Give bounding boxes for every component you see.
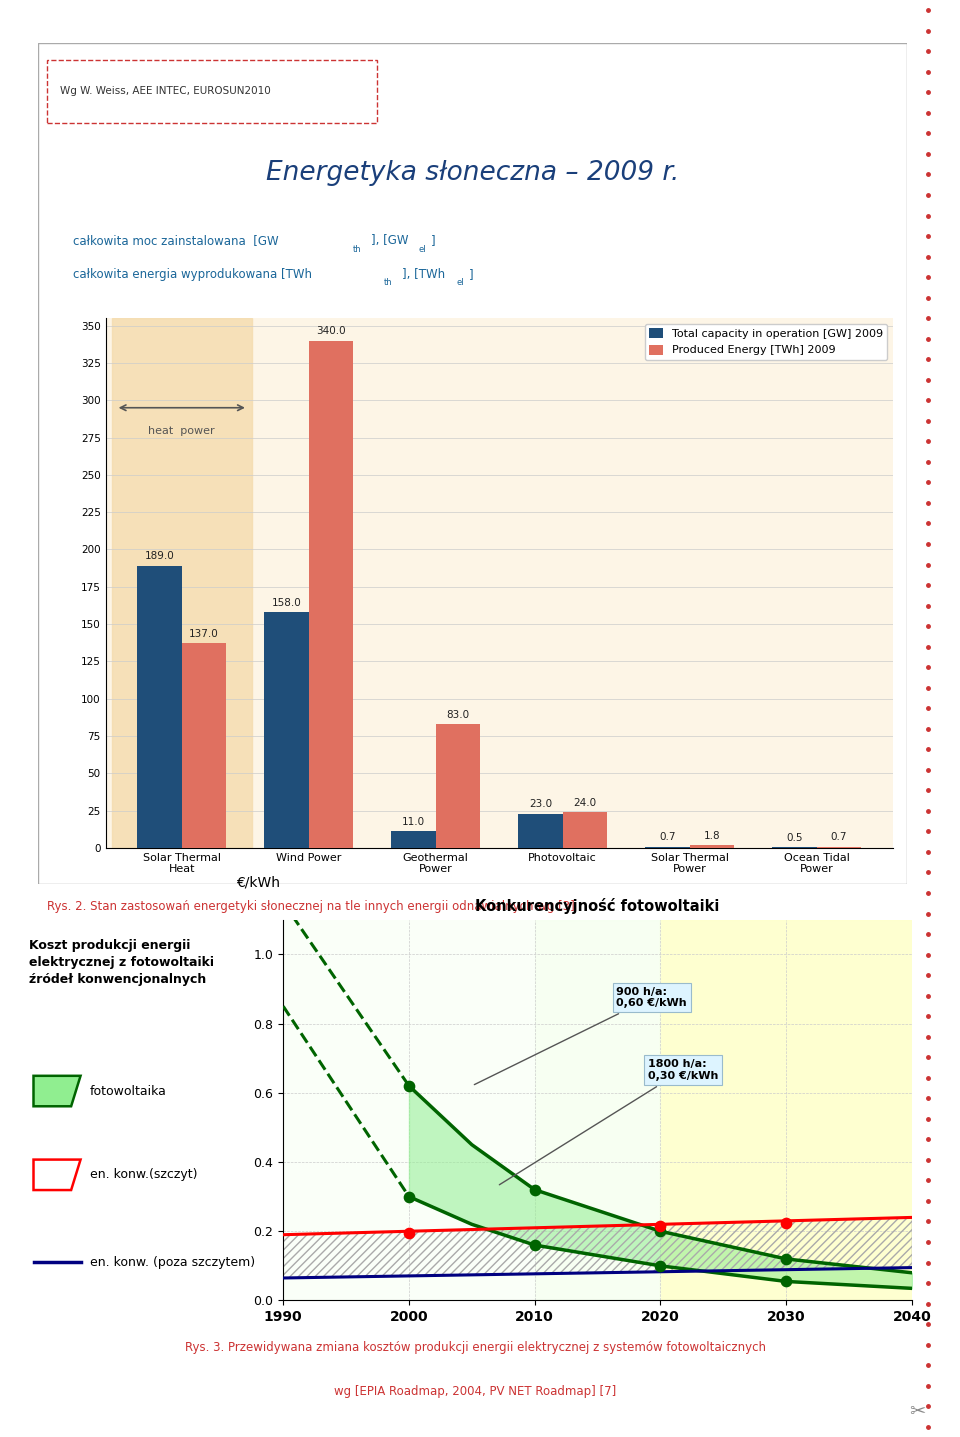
Text: th: th (383, 279, 392, 287)
Text: el: el (456, 279, 464, 287)
Text: ], [GW: ], [GW (372, 234, 409, 247)
Bar (309, 341, 353, 848)
Point (401, 1221, 417, 1244)
Polygon shape (34, 1160, 81, 1190)
Text: en. konw.(szczyt): en. konw.(szczyt) (90, 1168, 198, 1181)
Bar (112, 318, 252, 848)
Text: 189.0: 189.0 (145, 552, 175, 562)
FancyBboxPatch shape (47, 60, 377, 124)
Polygon shape (34, 1076, 81, 1106)
Text: ✂: ✂ (909, 1401, 926, 1421)
Point (779, 1247, 794, 1270)
Text: Wg W. Weiss, AEE INTEC, EUROSUN2010: Wg W. Weiss, AEE INTEC, EUROSUN2010 (60, 86, 271, 96)
Point (401, 1075, 417, 1098)
Bar (689, 845, 734, 848)
Bar (563, 812, 607, 848)
Text: całkowita moc zainstalowana  [GW: całkowita moc zainstalowana [GW (73, 234, 278, 247)
Text: 900 h/a:
0,60 €/kWh: 900 h/a: 0,60 €/kWh (474, 987, 687, 1085)
Text: 0.7: 0.7 (830, 832, 847, 842)
Point (401, 1186, 417, 1209)
Text: 0.7: 0.7 (660, 832, 676, 842)
Bar (264, 612, 309, 848)
Bar (137, 566, 181, 848)
Text: Rys. 3. Przewidywana zmiana kosztów produkcji energii elektrycznej z systemów fo: Rys. 3. Przewidywana zmiana kosztów prod… (184, 1341, 766, 1354)
Bar (518, 813, 563, 848)
Text: 1800 h/a:
0,30 €/kWh: 1800 h/a: 0,30 €/kWh (499, 1059, 718, 1184)
Text: Rys. 2. Stan zastosowań energetyki słonecznej na tle innych energii odnawialnych: Rys. 2. Stan zastosowań energetyki słone… (47, 900, 575, 912)
Title: Konkurencyjność fotowoltaiki: Konkurencyjność fotowoltaiki (475, 898, 720, 914)
Point (779, 1270, 794, 1293)
Text: Energetyka słoneczna – 2009 r.: Energetyka słoneczna – 2009 r. (266, 161, 680, 187)
Text: €/kWh: €/kWh (236, 875, 280, 890)
Text: 158.0: 158.0 (272, 598, 301, 608)
Bar (436, 724, 480, 848)
Text: ]: ] (431, 234, 436, 247)
Text: Koszt produkcji energii
elektrycznej z fotowoltaiki
źródeł konwencjonalnych: Koszt produkcji energii elektrycznej z f… (29, 938, 214, 986)
Text: en. konw. (poza szczytem): en. konw. (poza szczytem) (90, 1256, 255, 1269)
Text: heat  power: heat power (149, 425, 215, 435)
Bar (181, 644, 227, 848)
Text: 340.0: 340.0 (316, 326, 346, 336)
Text: ]: ] (469, 267, 474, 280)
Text: el: el (418, 244, 425, 253)
Text: 137.0: 137.0 (189, 629, 219, 639)
Bar (660, 920, 912, 1300)
Point (527, 1178, 542, 1201)
Text: ], [TWh: ], [TWh (401, 267, 444, 280)
Text: wg [EPIA Roadmap, 2004, PV NET Roadmap] [7]: wg [EPIA Roadmap, 2004, PV NET Roadmap] … (334, 1385, 616, 1398)
Text: 83.0: 83.0 (446, 710, 469, 720)
Text: całkowita energia wyprodukowana [TWh: całkowita energia wyprodukowana [TWh (73, 267, 312, 280)
Legend: Total capacity in operation [GW] 2009, Produced Energy [TWh] 2009: Total capacity in operation [GW] 2009, P… (645, 323, 887, 359)
Text: 0.5: 0.5 (786, 832, 803, 842)
Point (653, 1255, 668, 1277)
FancyBboxPatch shape (38, 43, 907, 884)
Bar (392, 832, 436, 848)
Point (779, 1211, 794, 1234)
Point (653, 1214, 668, 1237)
Text: 23.0: 23.0 (529, 799, 552, 809)
Text: 11.0: 11.0 (402, 818, 425, 826)
Bar (535, 920, 660, 1300)
Text: 24.0: 24.0 (573, 798, 596, 808)
Point (653, 1220, 668, 1243)
Text: fotowoltaika: fotowoltaika (90, 1085, 167, 1098)
Text: th: th (353, 244, 362, 253)
Text: 1.8: 1.8 (704, 831, 720, 841)
Point (527, 1233, 542, 1256)
